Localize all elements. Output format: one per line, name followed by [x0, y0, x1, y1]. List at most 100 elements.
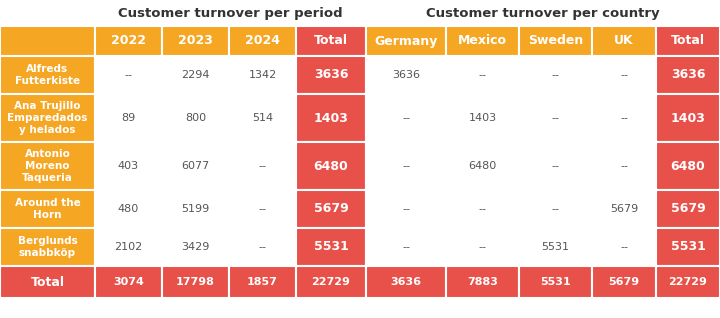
Text: --: -- — [402, 242, 410, 252]
Text: 3636: 3636 — [392, 70, 420, 80]
Text: 1857: 1857 — [247, 277, 278, 287]
Bar — [366, 56, 446, 94]
Text: Sweden: Sweden — [528, 34, 583, 47]
Bar — [296, 266, 366, 298]
Text: 514: 514 — [252, 113, 273, 123]
Text: 17798: 17798 — [176, 277, 215, 287]
Text: 22729: 22729 — [312, 277, 351, 287]
Bar — [446, 266, 519, 298]
Bar — [656, 266, 720, 298]
Text: 6480: 6480 — [670, 160, 706, 172]
Text: 800: 800 — [185, 113, 206, 123]
Bar — [446, 228, 519, 266]
Text: 5531: 5531 — [314, 240, 348, 253]
Text: 5679: 5679 — [670, 203, 706, 216]
Bar — [656, 56, 720, 94]
Bar — [162, 56, 229, 94]
Text: 1342: 1342 — [248, 70, 276, 80]
Text: 1403: 1403 — [314, 112, 348, 125]
Bar — [95, 94, 162, 142]
Text: 22729: 22729 — [669, 277, 708, 287]
Bar — [656, 26, 720, 56]
Bar — [162, 266, 229, 298]
Bar — [519, 94, 592, 142]
Bar — [229, 190, 296, 228]
Text: --: -- — [552, 161, 559, 171]
Text: 480: 480 — [118, 204, 139, 214]
Bar — [656, 190, 720, 228]
Text: Total: Total — [30, 275, 65, 288]
Bar — [162, 190, 229, 228]
Bar — [296, 56, 366, 94]
Bar — [296, 26, 366, 56]
Text: 3636: 3636 — [390, 277, 421, 287]
Bar — [519, 142, 592, 190]
Bar — [229, 26, 296, 56]
Bar — [656, 228, 720, 266]
Text: --: -- — [125, 70, 132, 80]
Bar — [519, 190, 592, 228]
Text: 5531: 5531 — [670, 240, 706, 253]
Bar — [296, 228, 366, 266]
Text: Customer turnover per period: Customer turnover per period — [118, 8, 343, 20]
Text: --: -- — [620, 70, 628, 80]
Text: Antonio
Moreno
Taqueria: Antonio Moreno Taqueria — [22, 149, 73, 183]
Bar — [162, 228, 229, 266]
Text: 2102: 2102 — [114, 242, 143, 252]
Bar — [0, 26, 95, 56]
Bar — [592, 94, 656, 142]
Bar — [519, 228, 592, 266]
Bar — [95, 56, 162, 94]
Bar — [0, 190, 95, 228]
Bar — [95, 142, 162, 190]
Bar — [592, 190, 656, 228]
Bar — [229, 56, 296, 94]
Text: --: -- — [620, 161, 628, 171]
Bar — [446, 94, 519, 142]
Text: --: -- — [402, 113, 410, 123]
Bar — [446, 142, 519, 190]
Bar — [366, 228, 446, 266]
Bar — [519, 26, 592, 56]
Bar — [95, 26, 162, 56]
Text: UK: UK — [614, 34, 634, 47]
Text: 2023: 2023 — [178, 34, 213, 47]
Text: Mexico: Mexico — [458, 34, 507, 47]
Bar — [0, 228, 95, 266]
Text: Germany: Germany — [374, 34, 438, 47]
Bar — [592, 228, 656, 266]
Bar — [592, 266, 656, 298]
Bar — [162, 94, 229, 142]
Bar — [0, 142, 95, 190]
Bar — [366, 26, 446, 56]
Bar — [366, 190, 446, 228]
Text: --: -- — [552, 70, 559, 80]
Bar — [519, 56, 592, 94]
Bar — [0, 56, 95, 94]
Text: 5531: 5531 — [540, 277, 571, 287]
Bar — [296, 94, 366, 142]
Bar — [656, 94, 720, 142]
Text: 1403: 1403 — [469, 113, 497, 123]
Text: 2022: 2022 — [111, 34, 146, 47]
Text: --: -- — [479, 204, 487, 214]
Bar — [592, 26, 656, 56]
Text: 1403: 1403 — [670, 112, 706, 125]
Text: 3636: 3636 — [671, 68, 706, 81]
Text: --: -- — [402, 161, 410, 171]
Text: --: -- — [402, 204, 410, 214]
Bar — [95, 228, 162, 266]
Text: --: -- — [552, 204, 559, 214]
Text: Alfreds
Futterkiste: Alfreds Futterkiste — [15, 64, 80, 86]
Bar — [296, 142, 366, 190]
Text: 3636: 3636 — [314, 68, 348, 81]
Text: --: -- — [552, 113, 559, 123]
Text: 403: 403 — [118, 161, 139, 171]
Text: 5679: 5679 — [608, 277, 639, 287]
Bar — [0, 94, 95, 142]
Text: --: -- — [620, 113, 628, 123]
Bar — [446, 26, 519, 56]
Bar — [296, 190, 366, 228]
Bar — [366, 94, 446, 142]
Text: 7883: 7883 — [467, 277, 498, 287]
